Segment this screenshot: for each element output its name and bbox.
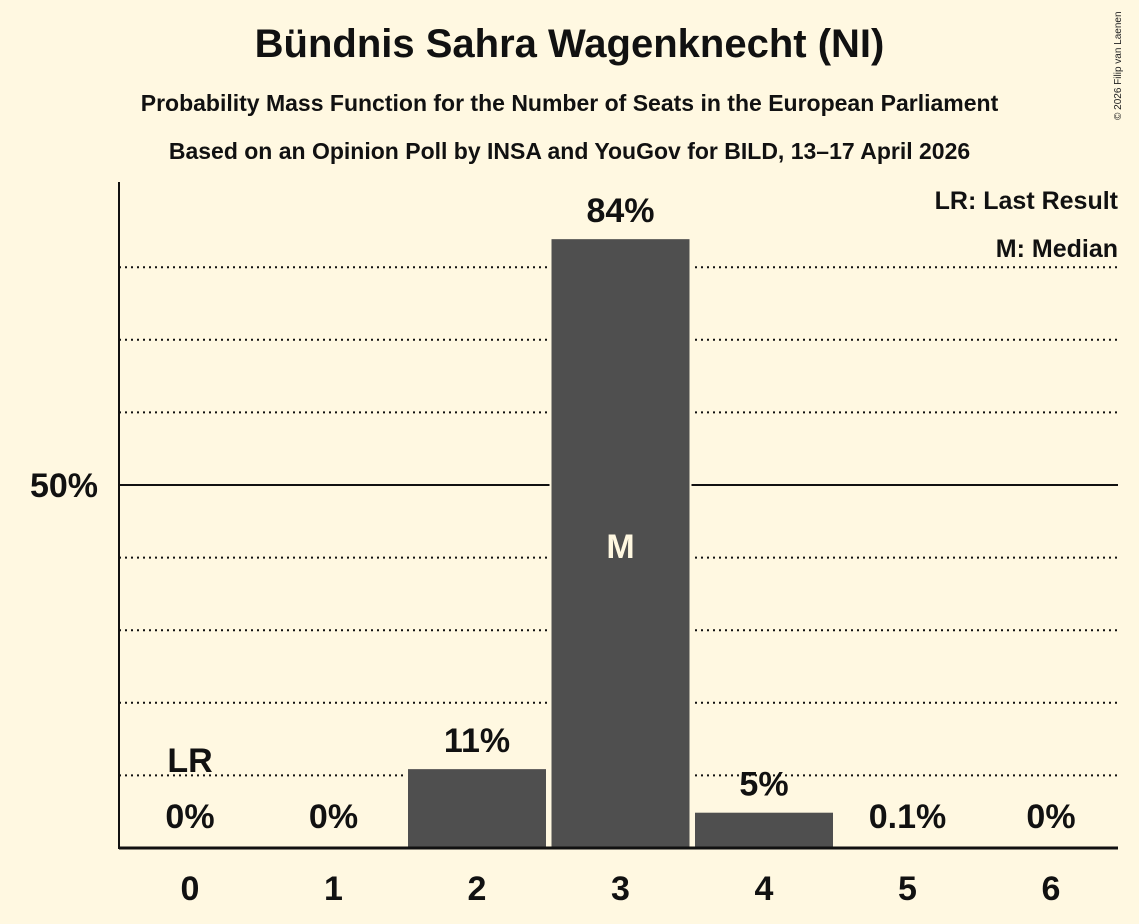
bar-value-label: 84% <box>586 192 654 230</box>
bar <box>549 237 692 850</box>
x-tick-label: 4 <box>755 870 774 908</box>
legend-median: M: Median <box>996 235 1118 263</box>
chart-title: Bündnis Sahra Wagenknecht (NI) <box>254 22 885 66</box>
y-tick-label: 50% <box>30 467 98 505</box>
x-tick-label: 3 <box>611 870 630 908</box>
bar-value-label: 0% <box>165 798 214 836</box>
legend-last-result: LR: Last Result <box>935 187 1119 215</box>
x-tick-label: 1 <box>324 870 343 908</box>
bar-value-label: 0% <box>1026 798 1075 836</box>
chart-source: Based on an Opinion Poll by INSA and You… <box>168 138 971 164</box>
bar-value-label: 5% <box>739 766 788 804</box>
median-marker: M <box>606 528 634 566</box>
bar <box>693 810 835 850</box>
bar <box>406 767 548 850</box>
bar-value-label: 0% <box>309 798 358 836</box>
x-tick-label: 6 <box>1042 870 1061 908</box>
bar-value-label: 11% <box>444 722 510 760</box>
x-tick-label: 0 <box>181 870 200 908</box>
x-tick-label: 5 <box>898 870 917 908</box>
chart-subtitle: Probability Mass Function for the Number… <box>140 90 999 116</box>
x-tick-label: 2 <box>468 870 487 908</box>
last-result-marker: LR <box>167 742 212 780</box>
bar-value-label: 0.1% <box>869 798 947 836</box>
